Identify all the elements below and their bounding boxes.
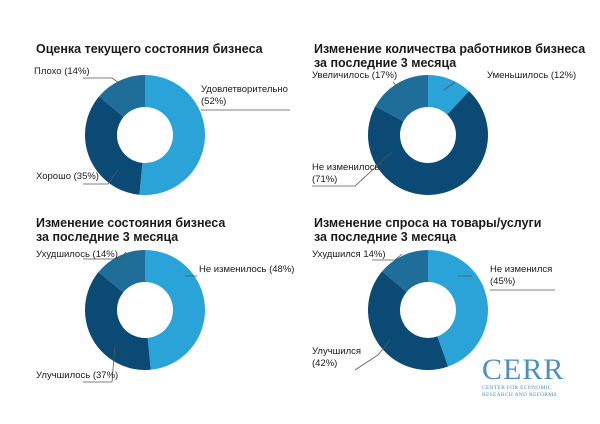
leader-line	[83, 251, 127, 260]
leader-line	[312, 151, 393, 187]
donut-slice	[382, 250, 428, 292]
donut-slice	[428, 75, 470, 115]
chart-title-demand: Изменение спроса на товары/услуги за пос…	[314, 216, 542, 244]
label-worsened: Ухудшилось (14%)	[36, 249, 118, 260]
label-bad: Плохо (14%)	[34, 66, 90, 77]
donut-slice	[375, 75, 428, 122]
donut-slice	[85, 272, 151, 370]
leader-line	[83, 344, 116, 383]
leader-line	[354, 339, 391, 371]
chart-title-business-state: Оценка текущего состояния бизнеса	[36, 42, 263, 56]
donut-slice	[428, 250, 489, 367]
label-satisfactory: Удовлетворительно (52%)	[201, 84, 288, 107]
cerr-logo: CERR CENTER FOR ECONOMIC RESEARCH AND RE…	[482, 353, 582, 398]
label-worsened: Ухудшился 14%)	[312, 249, 386, 260]
leader-line	[83, 169, 119, 185]
chart-title-business-change: Изменение состояния бизнеса за последние…	[36, 216, 226, 244]
label-decreased: Уменьшилось (12%)	[487, 70, 577, 81]
chart-title-employees: Изменение количества работников бизнеса …	[314, 42, 586, 70]
logo-subtitle: CENTER FOR ECONOMIC RESEARCH AND REFORMS	[482, 385, 557, 398]
label-unchanged: Не изменилось (48%)	[199, 264, 295, 275]
donut-slice	[84, 96, 143, 195]
leader-line	[372, 253, 403, 261]
leader-line	[443, 81, 456, 91]
donut-slice	[145, 250, 205, 370]
donut-slice	[99, 75, 145, 117]
label-good: Хорошо (35%)	[36, 171, 99, 182]
leader-line	[83, 77, 123, 86]
donut-slice	[368, 271, 449, 371]
donut-slice	[368, 91, 489, 196]
logo-wordmark: CERR	[482, 353, 565, 386]
label-improved: Улучшилось (37%)	[36, 370, 119, 381]
label-unchanged: Не изменился (45%)	[490, 264, 553, 287]
donut-slice	[139, 75, 205, 196]
label-unchanged: Не изменилось (71%)	[312, 162, 380, 185]
leader-line	[392, 81, 401, 91]
donut-slice	[98, 250, 145, 293]
label-improved: Улучшился (42%)	[312, 346, 362, 369]
label-increased: Увеличилось (17%)	[312, 70, 398, 81]
